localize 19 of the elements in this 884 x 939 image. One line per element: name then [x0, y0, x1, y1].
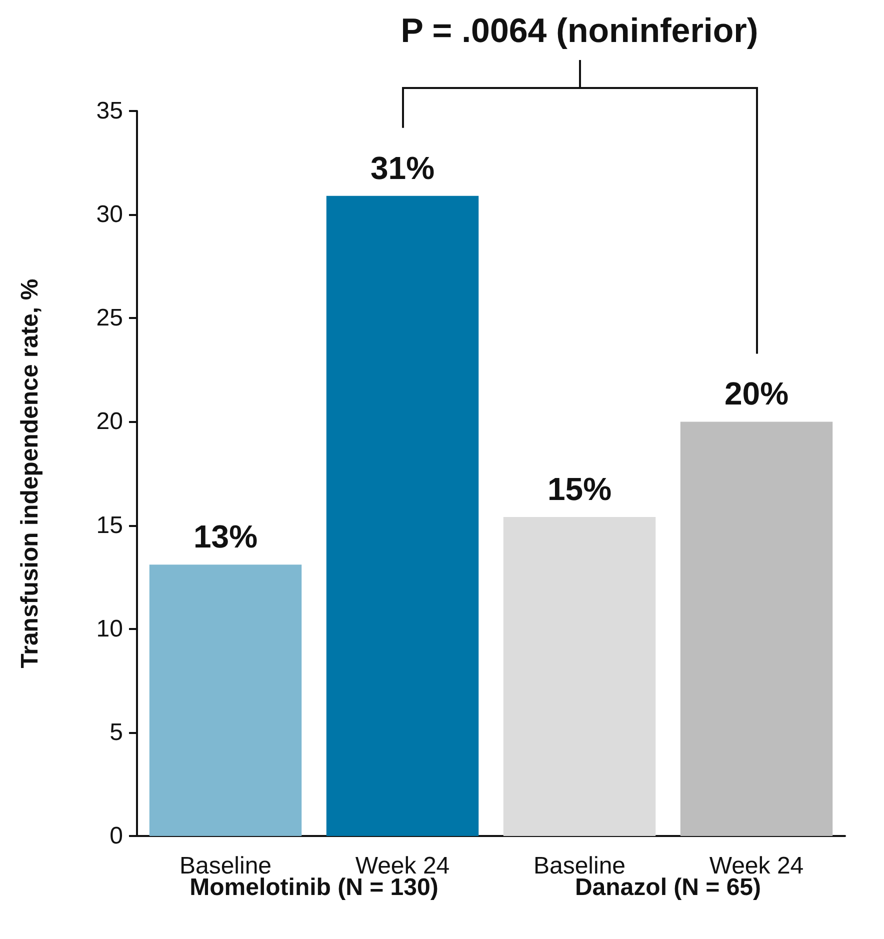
bar: [503, 517, 656, 836]
data-label: 15%: [547, 471, 612, 507]
y-tick-label: 35: [96, 98, 123, 124]
data-label: 20%: [724, 376, 789, 412]
y-tick-label: 30: [96, 201, 123, 228]
y-tick-label: 0: [110, 822, 123, 850]
data-label: 31%: [370, 150, 435, 186]
bar: [149, 564, 302, 836]
text: P = .0064 (noninferior): [400, 12, 760, 51]
y-tick-label: 25: [96, 304, 123, 332]
bar: [326, 196, 479, 836]
y-tick-label: 15: [96, 512, 123, 539]
data-label: 13%: [193, 518, 258, 555]
y-axis-title: Transfusion independence rate, %: [16, 278, 44, 668]
y-tick-label: 5: [110, 718, 123, 746]
y-tick-label: 20: [96, 408, 123, 436]
text: Momelotinib (N = 130): [188, 874, 440, 902]
bar: [680, 422, 833, 836]
y-tick-label: 10: [96, 615, 123, 642]
